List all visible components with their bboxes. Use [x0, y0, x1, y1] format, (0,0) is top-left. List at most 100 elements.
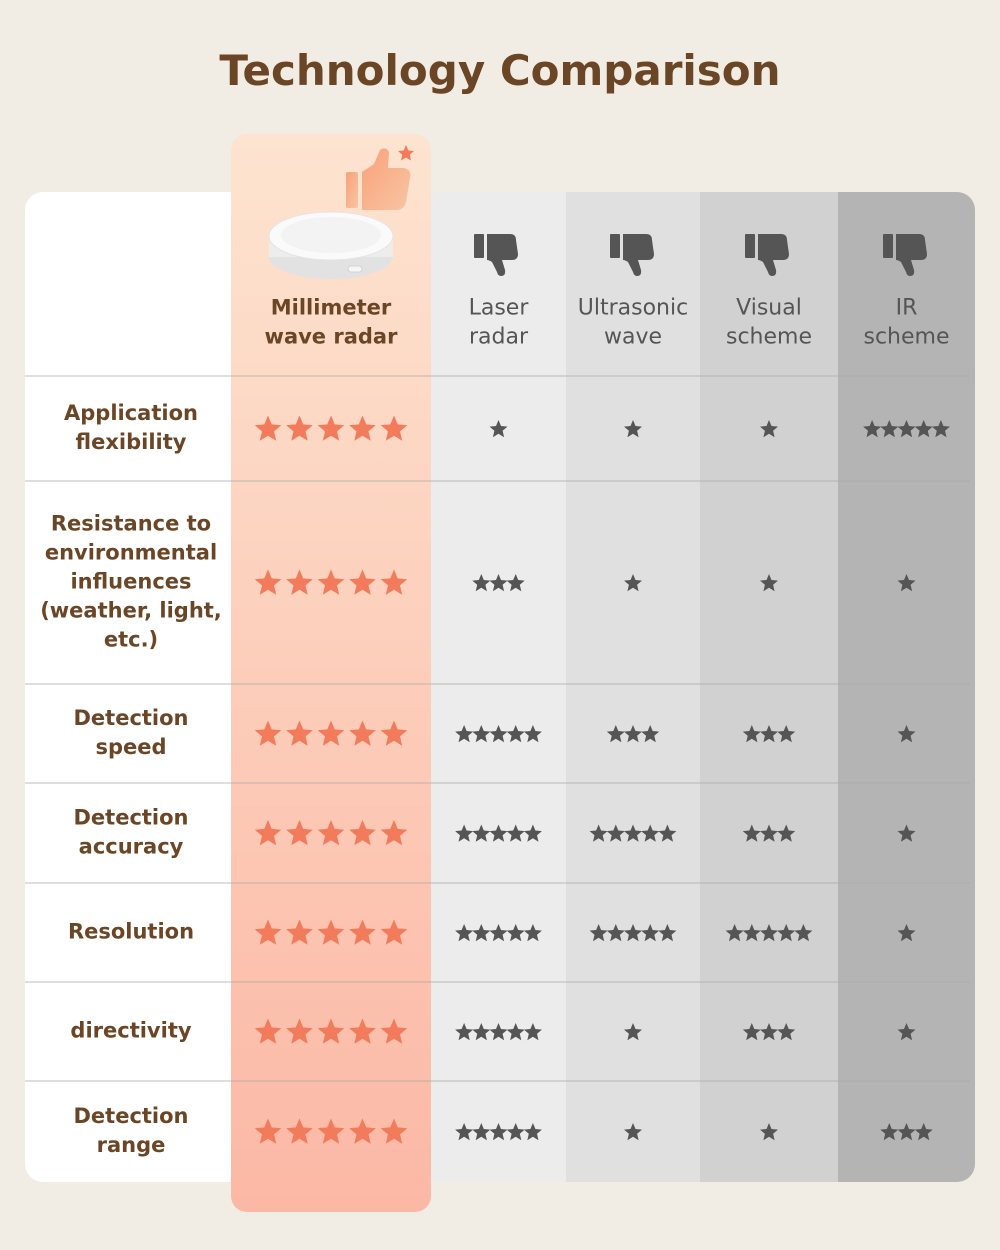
star [641, 824, 660, 842]
star [931, 420, 950, 438]
star [641, 924, 660, 942]
star-rating [624, 574, 642, 592]
star [380, 1018, 408, 1044]
star [506, 725, 525, 743]
star [472, 924, 491, 942]
star-rating [760, 420, 778, 438]
star [317, 919, 345, 945]
star [489, 574, 508, 592]
text-line: Detection [73, 806, 188, 830]
star-rating [624, 420, 642, 438]
star [506, 824, 525, 842]
star [349, 415, 376, 441]
row-label: directivity [70, 1019, 191, 1043]
text-line: influences [70, 570, 191, 594]
star-rating [624, 1023, 642, 1041]
star [760, 1023, 778, 1041]
star [349, 820, 376, 846]
text-line: Visual [736, 296, 802, 321]
text-line: Application [64, 401, 198, 425]
star [897, 725, 916, 743]
text-line: wave [604, 325, 662, 350]
row-label: Detection range [73, 1104, 188, 1157]
star-rating [760, 574, 778, 592]
star [523, 725, 542, 743]
star [624, 1123, 642, 1141]
star-rating [455, 824, 542, 842]
star [254, 720, 282, 746]
text-line: scheme [726, 325, 812, 350]
column-bg [566, 192, 700, 1182]
row-label: Detection speed [73, 706, 188, 759]
star [624, 1023, 642, 1041]
row-label: Resolution [68, 920, 194, 944]
star [254, 919, 282, 945]
star [523, 1123, 542, 1141]
row-label: Detection accuracy [73, 806, 188, 859]
star [317, 569, 345, 595]
star [624, 574, 642, 592]
star [455, 824, 474, 842]
star [897, 420, 916, 438]
star [523, 1023, 542, 1041]
star [472, 1023, 491, 1041]
star [897, 824, 916, 842]
star [506, 574, 525, 592]
star [317, 720, 345, 746]
star [742, 824, 761, 842]
star [472, 824, 491, 842]
star [380, 415, 408, 441]
column-header: Visual scheme [726, 296, 812, 350]
star-rating [455, 924, 542, 942]
star [880, 1123, 899, 1141]
star [349, 720, 376, 746]
text-line: radar [469, 325, 529, 350]
star [286, 820, 313, 846]
star-rating [254, 415, 408, 441]
star [317, 820, 345, 846]
star [914, 1123, 933, 1141]
text-line: Detection [73, 706, 188, 730]
text-line: Ultrasonic [578, 296, 688, 321]
star [349, 1118, 376, 1144]
star [349, 1018, 376, 1044]
star [317, 415, 345, 441]
row-label: Resistance to environmental influences (wea… [40, 512, 222, 652]
star [349, 919, 376, 945]
star [506, 924, 525, 942]
star-rating [742, 1023, 796, 1041]
text-line: flexibility [76, 430, 187, 454]
star [589, 924, 608, 942]
star [489, 420, 508, 438]
column-bg [700, 192, 838, 1182]
star [897, 924, 916, 942]
star [506, 1123, 525, 1141]
star [725, 924, 744, 942]
star [286, 415, 313, 441]
star [794, 924, 813, 942]
star [624, 924, 642, 942]
star-rating [489, 420, 508, 438]
star [624, 420, 642, 438]
text-line: directivity [70, 1019, 191, 1043]
star [455, 1123, 474, 1141]
text-line: wave radar [265, 325, 399, 349]
text-line: scheme [863, 325, 949, 350]
star-rating [897, 574, 916, 592]
star-rating [455, 725, 542, 743]
star-rating [880, 1123, 933, 1141]
star [380, 820, 408, 846]
label-column [25, 192, 231, 1182]
text-line: Laser [469, 296, 530, 321]
star [380, 1118, 408, 1144]
star [777, 924, 796, 942]
star [880, 420, 899, 438]
star-rating [725, 924, 813, 942]
star-rating [897, 824, 916, 842]
star-rating [760, 1123, 778, 1141]
star-rating [455, 1023, 542, 1041]
star [472, 1123, 491, 1141]
column-bg [431, 192, 566, 1182]
